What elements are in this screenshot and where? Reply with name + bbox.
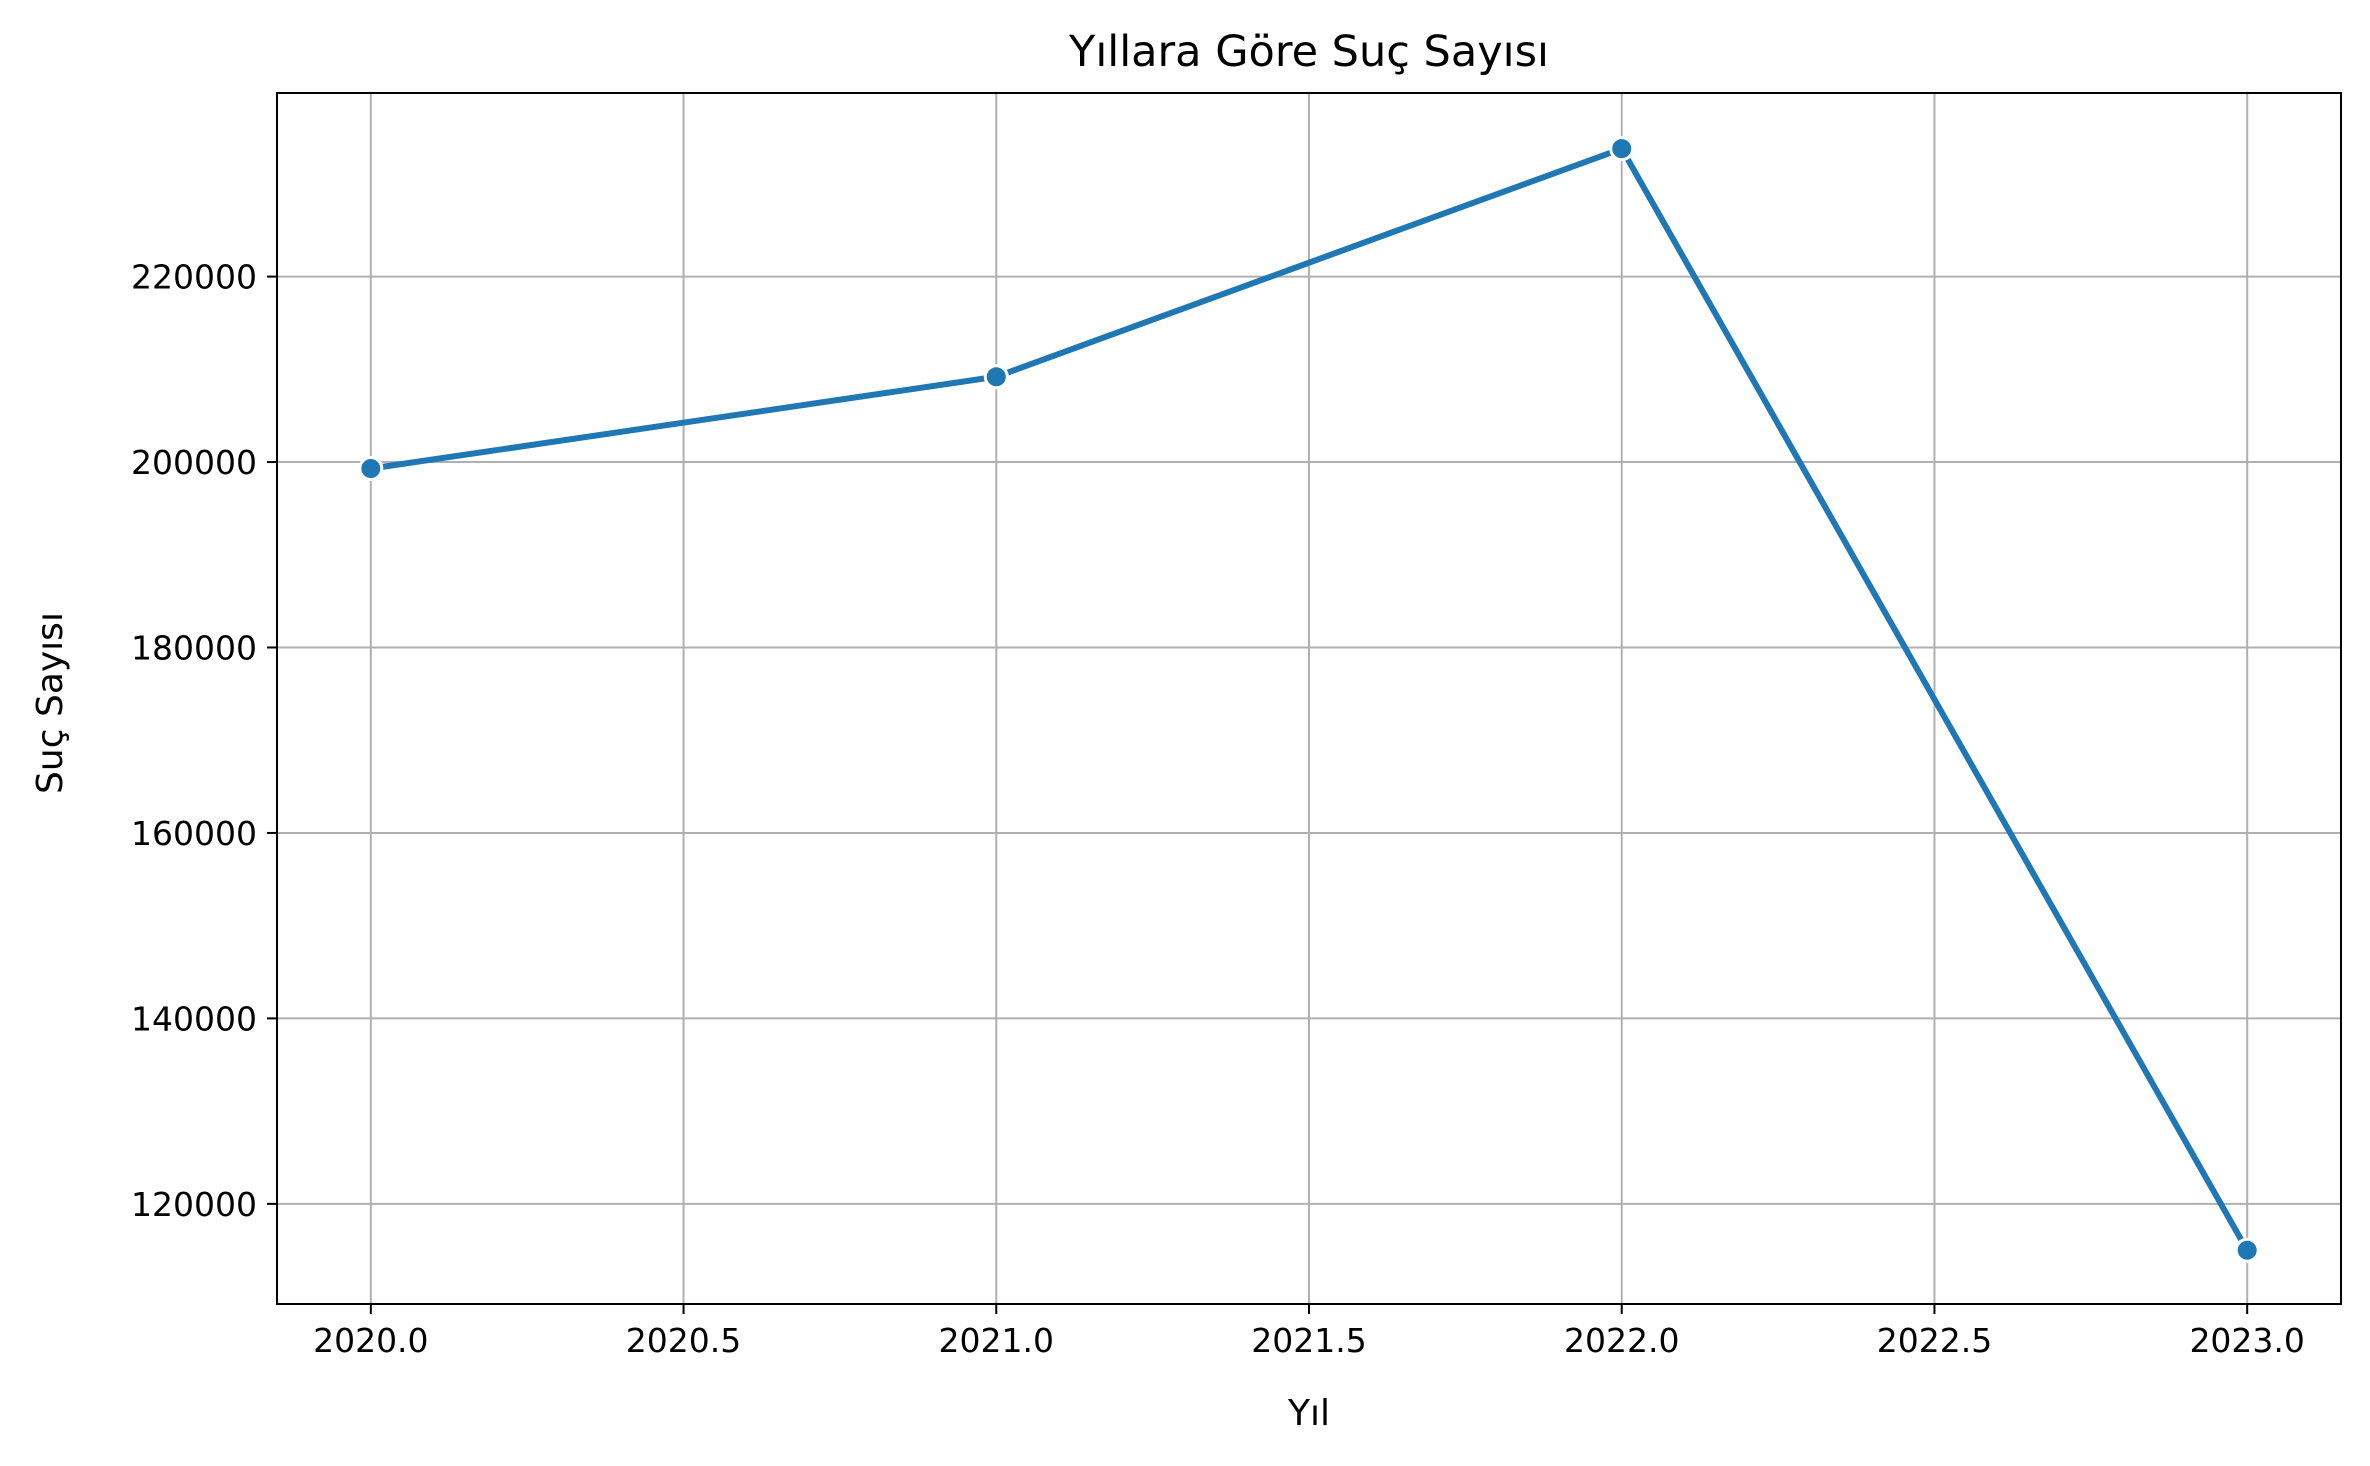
y-tick-label: 220000 — [131, 258, 257, 297]
y-tick-label: 140000 — [131, 999, 257, 1038]
y-tick-label: 180000 — [131, 629, 257, 668]
x-axis-title: Yıl — [1287, 1393, 1330, 1434]
x-tick-label: 2021.0 — [939, 1321, 1054, 1360]
y-axis-title: Suç Sayısı — [30, 612, 71, 794]
data-point-marker — [1609, 136, 1635, 162]
axis-ticks: 2020.0 2020.5 2021.0 2021.5 2022.0 2022.5 2023… — [131, 258, 2305, 1360]
data-point-marker — [358, 456, 384, 482]
x-tick-label: 2022.0 — [1564, 1321, 1679, 1360]
grid-lines — [277, 93, 2341, 1304]
plot-area-frame — [276, 92, 2342, 1305]
x-tick-label: 2023.0 — [2189, 1321, 2304, 1360]
series-layer — [358, 136, 2260, 1263]
series-line — [367, 145, 2251, 1254]
y-tick-label: 200000 — [131, 443, 257, 482]
data-point-marker — [983, 364, 1009, 390]
x-tick-label: 2021.5 — [1251, 1321, 1366, 1360]
x-tick-label: 2020.5 — [626, 1321, 741, 1360]
chart-title: Yıllara Göre Suç Sayısı — [1068, 27, 1549, 77]
data-point-marker — [2234, 1237, 2260, 1263]
y-tick-label: 120000 — [131, 1185, 257, 1224]
x-tick-label: 2020.0 — [313, 1321, 428, 1360]
x-tick-label: 2022.5 — [1877, 1321, 1992, 1360]
y-tick-label: 160000 — [131, 814, 257, 853]
